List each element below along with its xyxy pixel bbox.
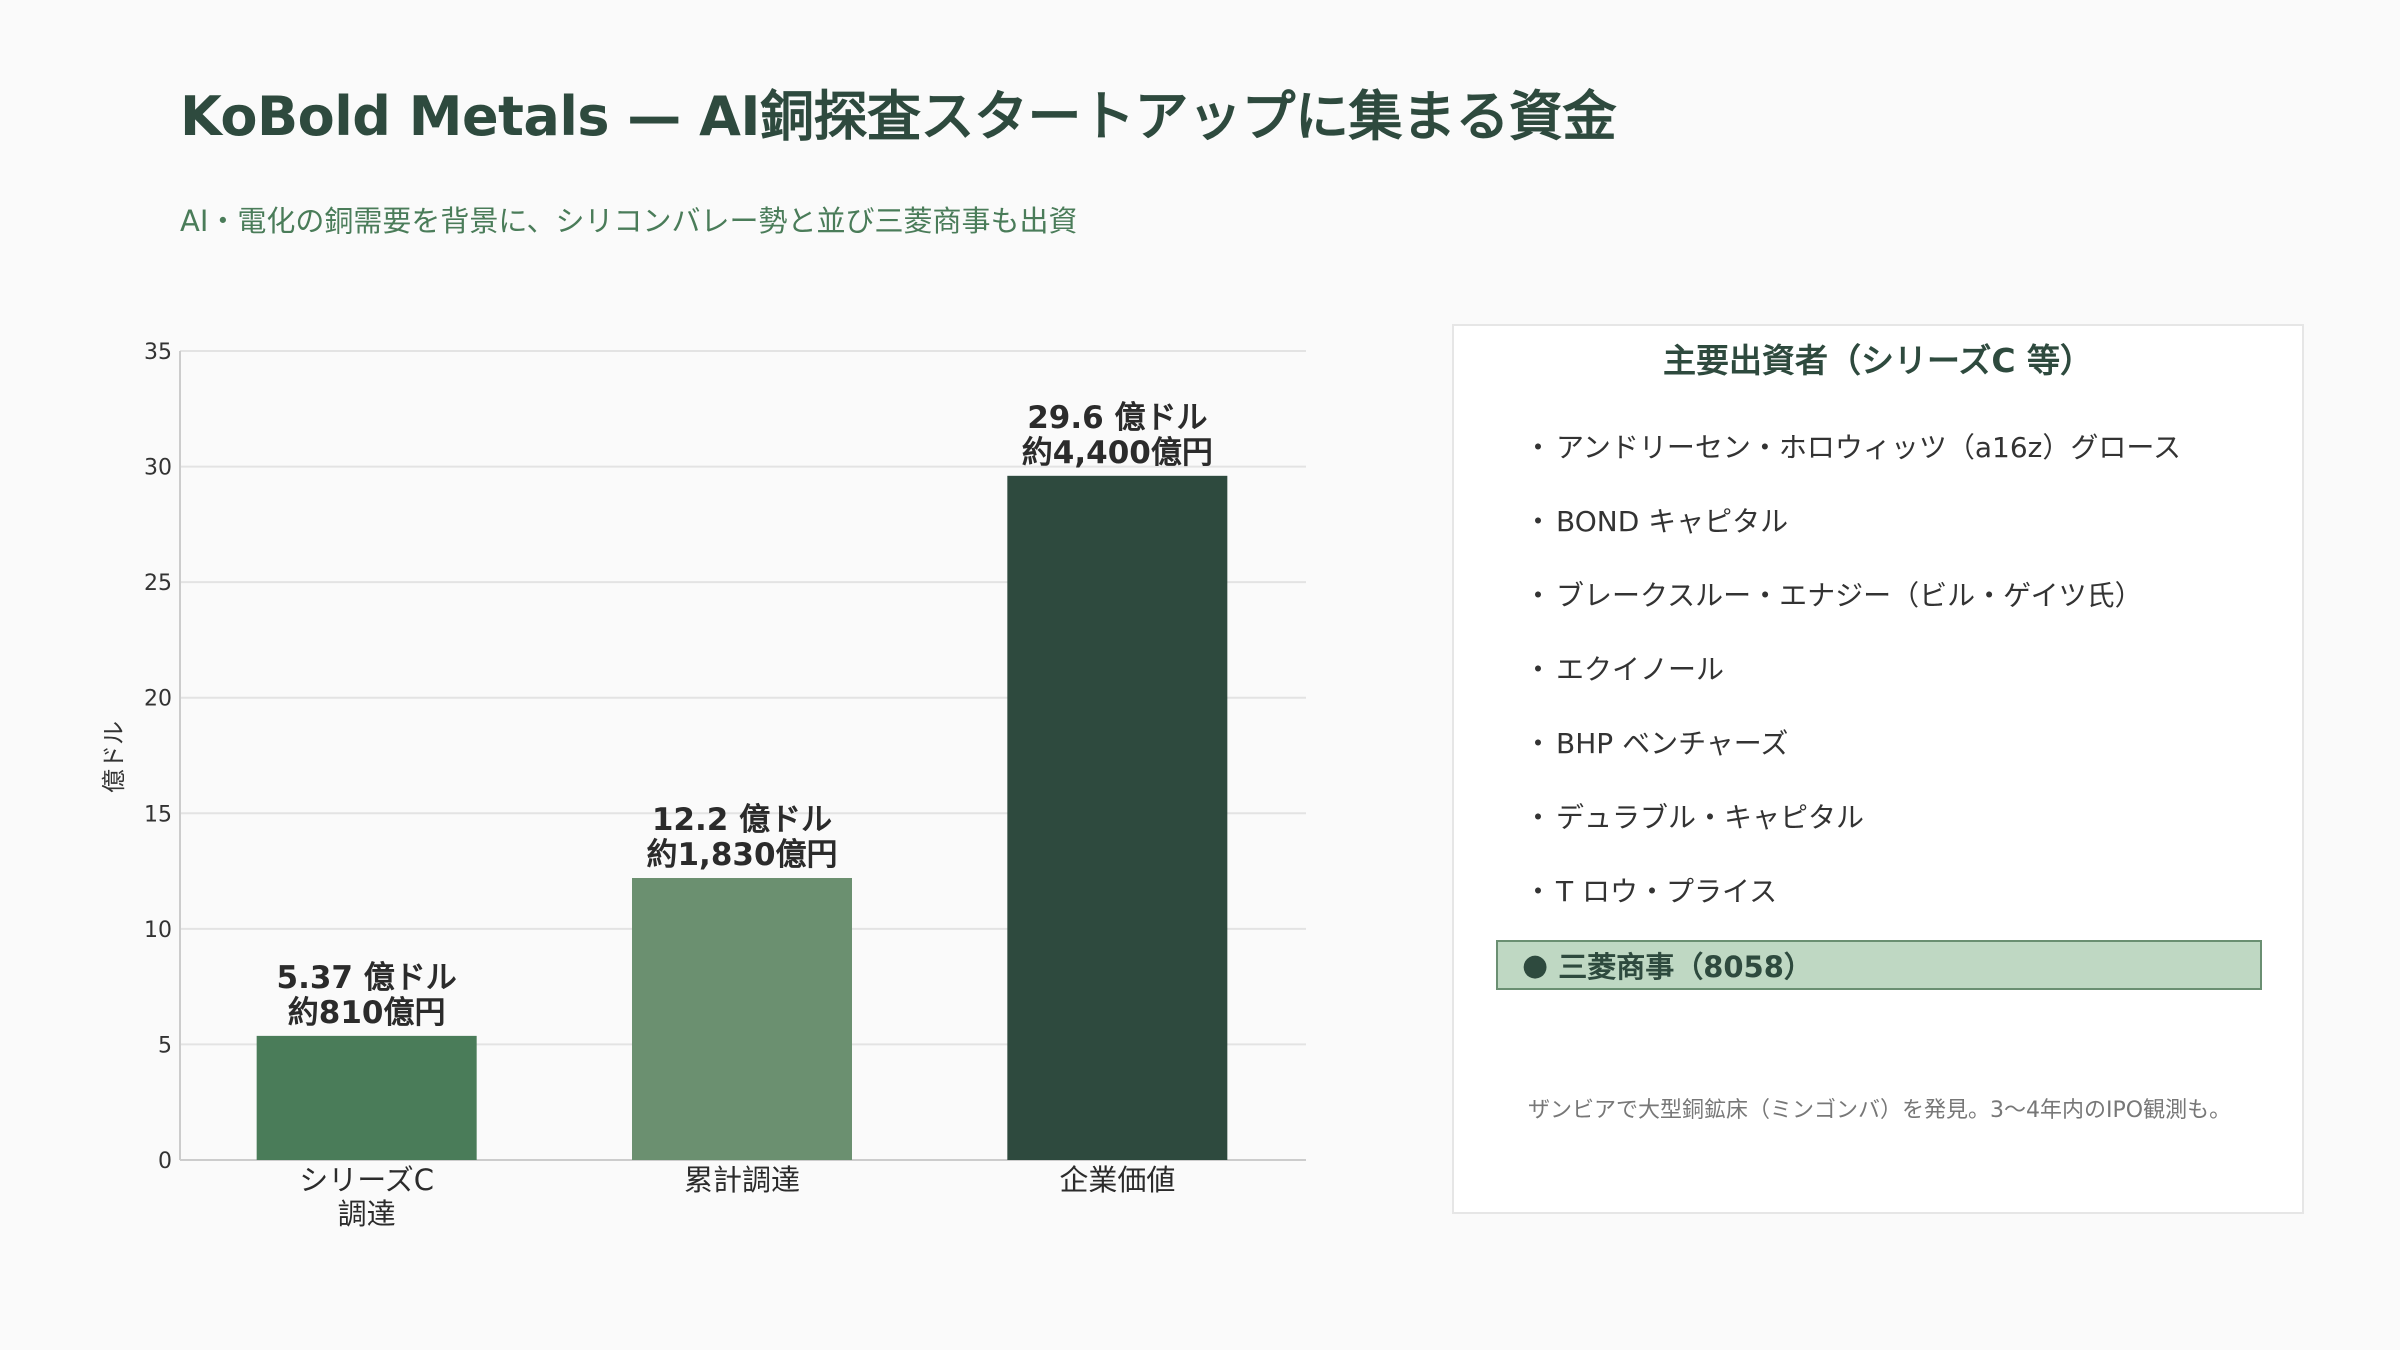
- y-tick-label: 0: [158, 1149, 172, 1174]
- investor-label: ブレークスルー・エナジー（ビル・ゲイツ氏）: [1556, 579, 2143, 612]
- investor-label: BHP ベンチャーズ: [1556, 727, 1789, 760]
- x-tick-label: 企業価値: [1059, 1163, 1175, 1197]
- investor-label: アンドリーセン・ホロウィッツ（a16z）グロース: [1556, 431, 2181, 464]
- y-tick-label: 35: [144, 340, 172, 365]
- bullet-mark: ・: [1524, 727, 1553, 760]
- bullet-mark: ・: [1524, 431, 1553, 464]
- investors-panel-title: 主要出資者（シリーズC 等）: [1662, 341, 2094, 380]
- bar: [632, 878, 852, 1160]
- bar-value-label: 12.2 億ドル: [652, 802, 832, 838]
- bar-value-label: 5.37 億ドル: [277, 960, 457, 996]
- x-tick-label: 累計調達: [684, 1163, 800, 1197]
- y-axis-label: 億ドル: [100, 721, 128, 793]
- bullet-mark: ・: [1524, 505, 1553, 538]
- bullet-mark: ・: [1524, 801, 1553, 834]
- y-tick-label: 10: [144, 918, 172, 943]
- x-tick-label: シリーズC: [299, 1163, 434, 1197]
- bar: [256, 1035, 477, 1160]
- investor-item: ・ BHP ベンチャーズ: [1524, 722, 1788, 762]
- page-title: KoBold Metals — AI銅探査スタートアップに集まる資金: [180, 85, 1616, 148]
- bullet-mark: ・: [1524, 653, 1553, 686]
- y-tick-label: 30: [144, 456, 172, 481]
- investor-label: エクイノール: [1556, 653, 1725, 686]
- y-tick-label: 15: [144, 802, 172, 827]
- y-tick-label: 5: [158, 1033, 172, 1058]
- bullet-mark: ・: [1524, 579, 1553, 612]
- bullet-mark: ・: [1524, 875, 1553, 908]
- investor-label: BOND キャピタル: [1556, 505, 1789, 538]
- investor-item: ・アンドリーセン・ホロウィッツ（a16z）グロース: [1524, 426, 2181, 466]
- y-tick-label: 25: [144, 571, 172, 596]
- highlight-bullet-icon: ●: [1522, 947, 1549, 983]
- page-subtitle: AI・電化の銅需要を背景に、シリコンバレー勢と並び三菱商事も出資: [180, 204, 1078, 238]
- investor-label: T ロウ・プライス: [1556, 875, 1778, 908]
- investor-item: ・デュラブル・キャピタル: [1524, 796, 1864, 836]
- footnote: ザンビアで大型銅鉱床（ミンゴンバ）を発見。3〜4年内のIPO観測も。: [1528, 1098, 2232, 1123]
- x-tick-label: 調達: [338, 1197, 396, 1231]
- highlighted-investor-label: 三菱商事（8058）: [1558, 950, 1813, 984]
- investor-item: ・ブレークスルー・エナジー（ビル・ゲイツ氏）: [1524, 574, 2143, 614]
- y-tick-label: 20: [144, 687, 172, 712]
- highlighted-investor: ● 三菱商事（8058）: [1496, 940, 2262, 990]
- bar: [1007, 475, 1228, 1160]
- bar-value-label: 29.6 億ドル: [1027, 400, 1207, 436]
- bar-value-label: 約1,830億円: [646, 837, 837, 873]
- investors-panel: 主要出資者（シリーズC 等） ・アンドリーセン・ホロウィッツ（a16z）グロース…: [1452, 324, 2304, 1214]
- investor-item: ・ T ロウ・プライス: [1524, 870, 1777, 910]
- bar-value-label: 約810億円: [288, 995, 446, 1031]
- bar-value-label: 約4,400億円: [1022, 435, 1213, 471]
- investor-item: ・エクイノール: [1524, 648, 1724, 688]
- investor-item: ・ BOND キャピタル: [1524, 500, 1788, 540]
- investor-label: デュラブル・キャピタル: [1556, 801, 1865, 834]
